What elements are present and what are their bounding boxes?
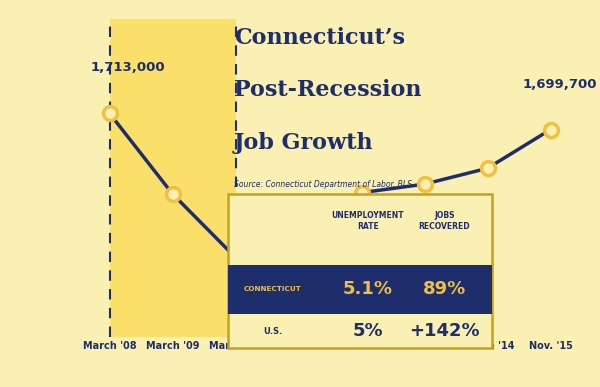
Point <box>105 110 115 116</box>
Text: +142%: +142% <box>409 322 480 340</box>
Text: 5%: 5% <box>353 322 383 340</box>
Text: Job Growth: Job Growth <box>234 132 374 154</box>
Point <box>546 127 556 133</box>
Text: JOBS
RECOVERED: JOBS RECOVERED <box>419 211 470 231</box>
Point <box>230 254 240 260</box>
Text: U.S.: U.S. <box>263 327 283 336</box>
Point <box>356 190 366 196</box>
Point <box>168 191 178 197</box>
Point <box>482 165 492 171</box>
Text: CONNECTICUT: CONNECTICUT <box>244 286 302 293</box>
Text: 5.1%: 5.1% <box>343 281 393 298</box>
Text: Connecticut’s: Connecticut’s <box>234 27 405 49</box>
Bar <box>110 19 235 337</box>
Point <box>294 217 304 224</box>
Point <box>420 181 430 187</box>
Text: 1,594,900: 1,594,900 <box>242 325 316 337</box>
Text: 1,699,700: 1,699,700 <box>522 77 596 91</box>
Text: 89%: 89% <box>423 281 466 298</box>
Text: Post-Recession: Post-Recession <box>234 79 421 101</box>
Text: UNEMPLOYMENT
RATE: UNEMPLOYMENT RATE <box>332 211 404 231</box>
Text: Source: Connecticut Department of Labor, BLS: Source: Connecticut Department of Labor,… <box>234 180 412 189</box>
Text: 1,713,000: 1,713,000 <box>91 61 165 74</box>
